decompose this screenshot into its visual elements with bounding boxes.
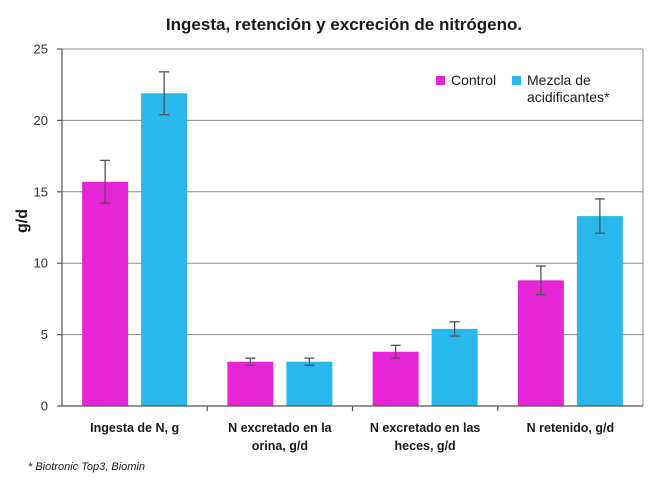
bar-control-2 — [372, 351, 419, 406]
legend: Control Mezcla de acidificantes* — [436, 72, 610, 105]
x-category-label-line: N excretado en las — [370, 421, 481, 435]
legend-swatch-control — [436, 76, 445, 85]
error-bar-mezcla-3 — [594, 198, 605, 234]
legend-label-control: Control — [451, 72, 496, 88]
error-bar-mezcla-2 — [449, 321, 460, 337]
error-bar-mezcla-0 — [159, 71, 170, 116]
axes: 0 5 10 15 20 25 Ingesta de N, g N excretado en … — [34, 42, 643, 453]
footnote: * Biotronic Top3, Biomin — [28, 461, 145, 473]
y-tick-label-20: 20 — [34, 113, 48, 128]
x-category-label-3: N retenido, g/d — [527, 421, 615, 435]
error-bar-mezcla-1 — [304, 357, 315, 366]
x-category-label-line: Ingesta de N, g — [90, 421, 179, 435]
legend-swatch-mezcla — [512, 76, 521, 85]
error-bar-control-2 — [390, 344, 401, 359]
bar-mezcla-3 — [576, 216, 623, 406]
y-axis-label: g/d — [14, 209, 31, 233]
bar-mezcla-0 — [141, 93, 188, 406]
bar-mezcla-1 — [286, 361, 333, 406]
x-category-label-line: N retenido, g/d — [527, 421, 615, 435]
y-tick-label-10: 10 — [34, 256, 48, 271]
x-category-label-0: Ingesta de N, g — [90, 421, 179, 435]
error-bar-control-0 — [100, 159, 111, 204]
legend-label-mezcla: Mezcla de acidificantes* — [527, 72, 610, 105]
legend-label-line: Mezcla de — [527, 72, 591, 88]
x-category-label-1: N excretado en la orina, g/d — [228, 421, 333, 453]
y-tick-label-5: 5 — [41, 327, 48, 342]
legend-label-line: acidificantes* — [527, 89, 610, 105]
bars — [82, 71, 623, 406]
error-bar-control-1 — [245, 357, 256, 366]
bar-control-3 — [517, 280, 564, 406]
x-category-label-line: orina, g/d — [252, 439, 308, 453]
x-category-label-line: heces, g/d — [395, 439, 456, 453]
error-bar-control-3 — [535, 265, 546, 296]
bar-control-1 — [227, 361, 274, 406]
y-tick-label-15: 15 — [34, 184, 48, 199]
x-category-label-2: N excretado en las heces, g/d — [370, 421, 481, 453]
bar-control-0 — [82, 181, 129, 406]
chart-title: Ingesta, retención y excreción de nitróg… — [166, 15, 522, 34]
legend-label-line: Control — [451, 72, 496, 88]
x-category-label-line: N excretado en la — [228, 421, 333, 435]
y-tick-label-25: 25 — [34, 42, 48, 57]
y-tick-label-0: 0 — [41, 399, 48, 414]
bar-mezcla-2 — [431, 328, 478, 406]
